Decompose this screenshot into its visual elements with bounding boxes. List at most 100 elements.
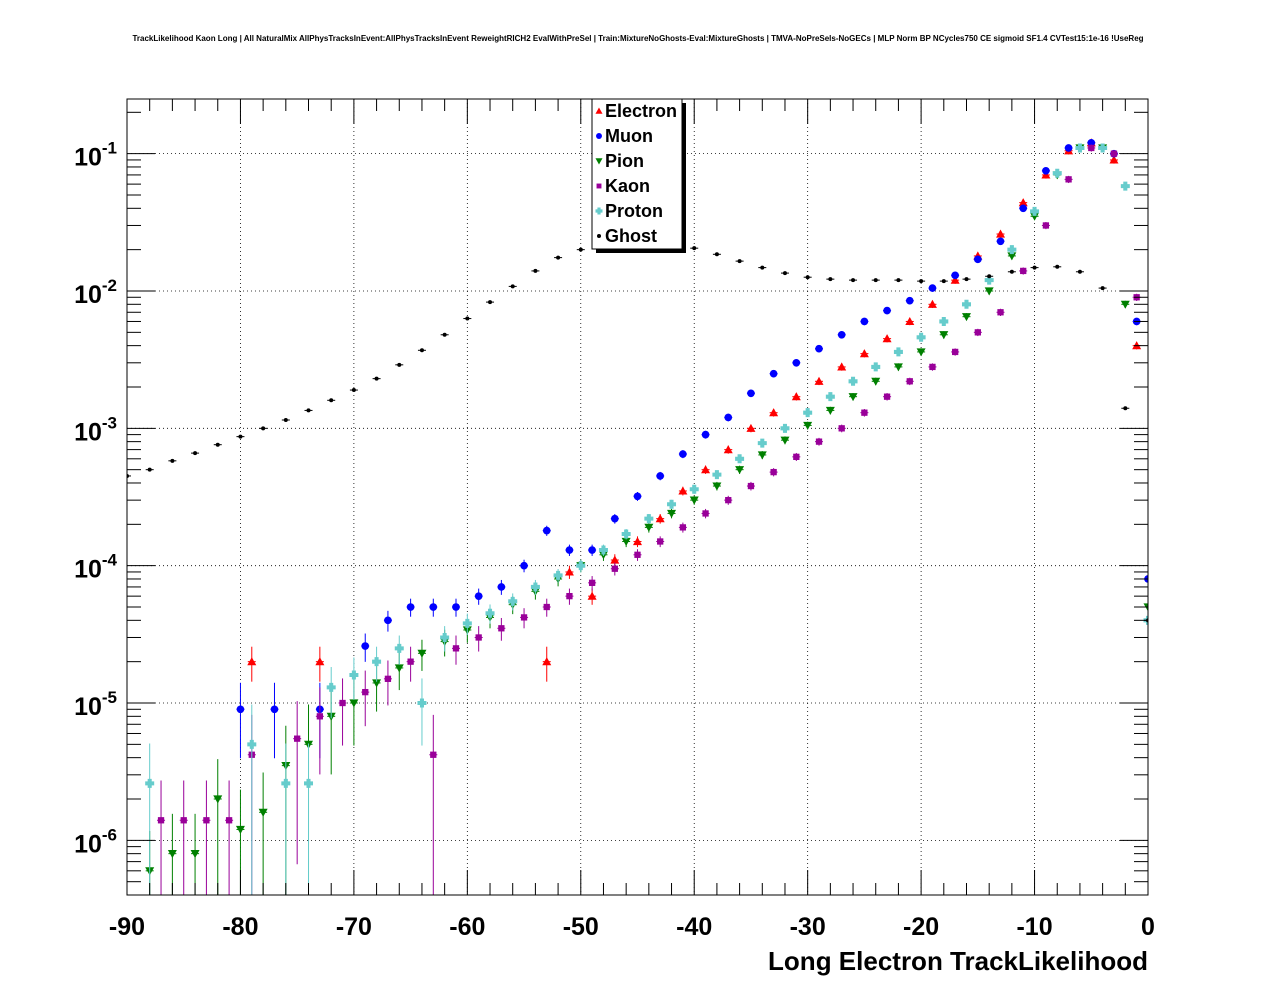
pion-point (689, 496, 699, 505)
ghost-point (147, 467, 152, 472)
electron-point (247, 657, 257, 666)
x-tick-label: -60 (449, 913, 485, 941)
kaon-point (861, 409, 868, 416)
electron-point (950, 275, 960, 284)
kaon-point (452, 645, 460, 652)
proton-point (508, 596, 518, 606)
proton-point (145, 778, 155, 788)
proton-point (462, 618, 472, 628)
muon-point (474, 592, 483, 600)
pion-point (984, 287, 994, 296)
y-tick-label: 10-1 (74, 139, 117, 172)
electron-point (542, 657, 552, 666)
series-kaon (157, 144, 1141, 895)
kaon-point (1042, 222, 1050, 229)
ghost-point (805, 275, 810, 280)
pion-point (780, 436, 790, 445)
x-tick-label: -90 (109, 913, 145, 941)
muon-point (610, 514, 619, 523)
proton-point (961, 299, 971, 309)
kaon-point (838, 425, 845, 432)
kaon-point (1020, 267, 1027, 275)
ghost-point (215, 442, 220, 447)
muon-point (928, 284, 937, 292)
y-tick-exponent: -1 (102, 139, 117, 158)
pion-point (1143, 603, 1148, 612)
pion-point (848, 393, 858, 402)
electron-point (927, 299, 937, 308)
electron-point (837, 362, 847, 371)
proton-point (553, 570, 563, 580)
kaon-point (1088, 144, 1095, 152)
pion-point (871, 377, 881, 386)
ghost-point (737, 259, 742, 264)
kaon-point (747, 482, 755, 490)
pion-point (258, 808, 268, 817)
legend-box (591, 98, 683, 250)
x-tick-label: -80 (222, 913, 258, 941)
axis-ticks (126, 99, 1149, 896)
pion-point (235, 825, 245, 834)
chart-title: TrackLikelihood Kaon Long | All NaturalM… (132, 34, 1144, 43)
ghost-point (828, 277, 833, 282)
muon-point (951, 271, 959, 280)
muon-point (588, 546, 596, 554)
kaon-point (384, 675, 392, 682)
muon-point (679, 450, 687, 458)
ghost-point (510, 284, 515, 289)
pion-point (349, 699, 359, 708)
muon-point (520, 561, 528, 570)
ghost-point (397, 362, 402, 367)
legend-marker-pion (595, 158, 603, 165)
gridlines (127, 99, 1148, 895)
muon-point (701, 430, 710, 439)
x-axis-title: Long Electron TrackLikelihood (768, 946, 1148, 976)
muon-point (633, 492, 642, 501)
pion-point (667, 509, 677, 518)
muon-point (270, 705, 279, 714)
kaon-point (770, 468, 777, 476)
kaon-point (997, 309, 1004, 316)
muon-point (497, 583, 506, 591)
kaon-point (588, 579, 596, 586)
kaon-point (566, 592, 573, 600)
proton-point (1120, 181, 1130, 191)
kaon-point (657, 538, 664, 545)
y-tick-base: 10 (74, 418, 102, 446)
proton-point (848, 376, 858, 386)
kaon-point (702, 510, 709, 517)
ghost-point (941, 279, 946, 284)
proton-point (576, 561, 586, 571)
muon-point (542, 526, 551, 535)
kaon-point (883, 393, 891, 400)
legend-label-kaon: Kaon (605, 176, 650, 196)
ghost-point (488, 300, 493, 305)
ghost-point (170, 458, 175, 463)
electron-point (1109, 155, 1119, 164)
electron-point (905, 316, 915, 326)
muon-point (996, 237, 1005, 246)
ghost-point (1055, 264, 1060, 269)
electron-point (315, 657, 325, 666)
proton-point (372, 657, 382, 667)
pion-point (803, 421, 813, 430)
ghost-point (419, 348, 424, 353)
ghost-point (987, 274, 992, 279)
y-tick-label: 10-2 (74, 276, 117, 309)
ghost-point (1100, 286, 1105, 291)
legend-marker-ghost (597, 234, 601, 238)
ghost-point (873, 278, 878, 283)
electron-point (655, 514, 665, 523)
y-tick-label: 10-5 (74, 688, 117, 721)
muon-point (815, 344, 823, 353)
ghost-point (578, 247, 583, 252)
proton-point (394, 643, 404, 653)
ghost-point (1032, 265, 1037, 270)
pion-point (893, 363, 903, 372)
kaon-point (475, 634, 482, 641)
legend-marker-proton (595, 207, 603, 215)
proton-point (893, 347, 903, 357)
electron-point (678, 486, 688, 495)
kaon-point (225, 817, 233, 824)
kaon-point (316, 713, 324, 720)
